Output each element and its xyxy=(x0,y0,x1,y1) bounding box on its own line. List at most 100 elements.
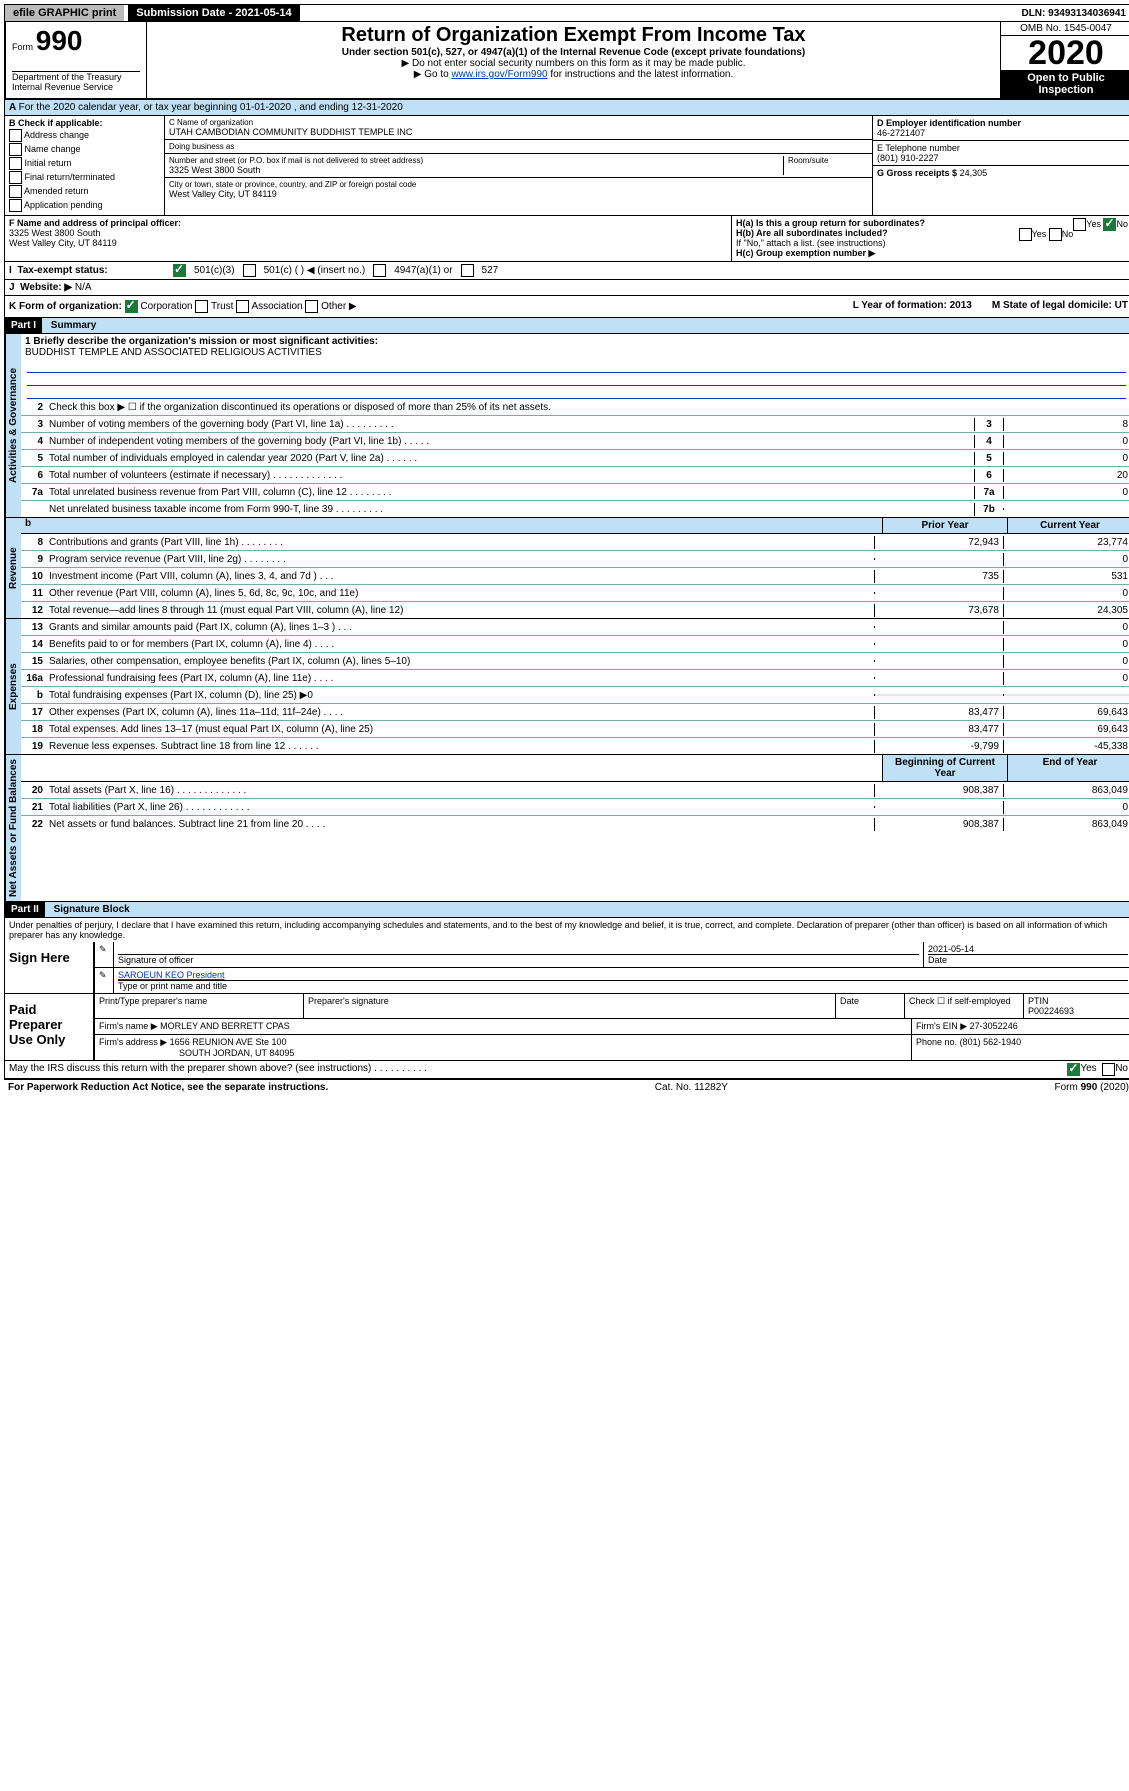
signature-block: Sign Here ✎ Signature of officer 2021-05… xyxy=(4,942,1129,1061)
self-employed-check[interactable]: Check ☐ if self-employed xyxy=(905,994,1024,1018)
line-2: Check this box ▶ ☐ if the organization d… xyxy=(47,401,1129,414)
open-to-public: Open to Public Inspection xyxy=(1001,70,1129,98)
sig-officer-label: Signature of officer xyxy=(118,954,919,965)
part-2-title: Signature Block xyxy=(48,902,136,917)
website-value: N/A xyxy=(75,282,92,293)
mission-text: BUDDHIST TEMPLE AND ASSOCIATED RELIGIOUS… xyxy=(25,347,322,358)
ha-no-check[interactable] xyxy=(1103,218,1116,231)
begin-year-header: Beginning of Current Year xyxy=(882,755,1007,781)
vert-revenue: Revenue xyxy=(5,518,21,618)
right-column: D Employer identification number 46-2721… xyxy=(872,116,1129,215)
vert-expenses: Expenses xyxy=(5,619,21,754)
officer-box: F Name and address of principal officer:… xyxy=(5,216,732,261)
website-row: J Website: ▶ N/A xyxy=(5,279,1129,295)
check-amended[interactable]: Amended return xyxy=(9,185,160,198)
sign-here-label: Sign Here xyxy=(5,942,95,993)
form-number-box: Form 990 Department of the Treasury Inte… xyxy=(6,22,147,98)
check-final-return[interactable]: Final return/terminated xyxy=(9,171,160,184)
perjury-statement: Under penalties of perjury, I declare th… xyxy=(4,918,1129,942)
hb-label: H(b) Are all subordinates included? xyxy=(736,228,888,238)
tax-year: 2020 xyxy=(1001,36,1129,70)
officer-addr1: 3325 West 3800 South xyxy=(9,228,727,238)
check-address-change[interactable]: Address change xyxy=(9,129,160,142)
form-label: Form xyxy=(12,42,33,52)
irs-link[interactable]: www.irs.gov/Form990 xyxy=(451,69,547,80)
submission-date-button[interactable]: Submission Date - 2021-05-14 xyxy=(128,5,299,21)
form-title: Return of Organization Exempt From Incom… xyxy=(153,24,994,47)
firm-ein: 27-3052246 xyxy=(970,1021,1018,1031)
header-note-1: ▶ Do not enter social security numbers o… xyxy=(153,58,994,69)
check-name-change[interactable]: Name change xyxy=(9,143,160,156)
ha-label: H(a) Is this a group return for subordin… xyxy=(736,218,925,228)
org-name: UTAH CAMBODIAN COMMUNITY BUDDHIST TEMPLE… xyxy=(169,127,868,137)
current-year-header: Current Year xyxy=(1007,518,1129,533)
prep-name-label: Print/Type preparer's name xyxy=(95,994,304,1018)
header-note-2: ▶ Go to www.irs.gov/Form990 for instruct… xyxy=(153,69,994,80)
org-name-label: C Name of organization xyxy=(169,118,868,127)
part-1-tag: Part I xyxy=(5,318,42,333)
top-bar: efile GRAPHIC print Submission Date - 20… xyxy=(4,4,1129,22)
check-b-label: B Check if applicable: xyxy=(9,118,160,128)
prep-sig-label: Preparer's signature xyxy=(304,994,836,1018)
sig-date-label: Date xyxy=(928,954,1128,965)
prep-date-label: Date xyxy=(836,994,905,1018)
room-label: Room/suite xyxy=(788,156,868,165)
form-ref: Form 990 (2020) xyxy=(1055,1082,1129,1093)
entity-section: A For the 2020 calendar year, or tax yea… xyxy=(4,100,1129,296)
pen-icon-2: ✎ xyxy=(99,970,107,980)
footer: For Paperwork Reduction Act Notice, see … xyxy=(4,1079,1129,1095)
k-corp-check[interactable] xyxy=(125,300,138,313)
officer-addr2: West Valley City, UT 84119 xyxy=(9,238,727,248)
paid-preparer-label: Paid Preparer Use Only xyxy=(5,994,95,1060)
firm-city: SOUTH JORDAN, UT 84095 xyxy=(99,1048,294,1058)
firm-name: MORLEY AND BERRETT CPAS xyxy=(160,1021,290,1031)
dba-label: Doing business as xyxy=(169,142,868,151)
firm-phone: (801) 562-1940 xyxy=(960,1037,1022,1047)
check-column: B Check if applicable: Address change Na… xyxy=(5,116,165,215)
firm-address: 1656 REUNION AVE Ste 100 xyxy=(170,1037,287,1047)
header-right: OMB No. 1545-0047 2020 Open to Public In… xyxy=(1000,22,1129,98)
city-label: City or town, state or province, country… xyxy=(169,180,868,189)
officer-label: F Name and address of principal officer: xyxy=(9,218,727,228)
sig-date-value: 2021-05-14 xyxy=(928,944,1128,954)
pen-icon: ✎ xyxy=(99,944,107,954)
phone-label: E Telephone number xyxy=(877,143,1128,153)
form-header: Form 990 Department of the Treasury Inte… xyxy=(4,22,1129,100)
discuss-row: May the IRS discuss this return with the… xyxy=(4,1061,1129,1079)
vert-net-assets: Net Assets or Fund Balances xyxy=(5,755,21,901)
vert-activities: Activities & Governance xyxy=(5,334,21,517)
k-row: K Form of organization: Corporation Trus… xyxy=(4,296,1129,318)
form-number: 990 xyxy=(36,25,83,56)
ein-label: D Employer identification number xyxy=(877,118,1128,128)
check-application-pending[interactable]: Application pending xyxy=(9,199,160,212)
ptin-value: P00224693 xyxy=(1028,1006,1074,1016)
phone-value: (801) 910-2227 xyxy=(877,153,1128,163)
tax-status-row: I Tax-exempt status: 501(c)(3) 501(c) ( … xyxy=(5,261,1129,279)
hc-label: H(c) Group exemption number ▶ xyxy=(736,248,1128,259)
mission-label: 1 Briefly describe the organization's mi… xyxy=(25,336,378,347)
efile-button[interactable]: efile GRAPHIC print xyxy=(5,5,124,21)
status-501c3-check[interactable] xyxy=(173,264,186,277)
header-center: Return of Organization Exempt From Incom… xyxy=(147,22,1000,98)
officer-name-link[interactable]: SAROEUN KEO President xyxy=(118,970,1128,980)
ein-value: 46-2721407 xyxy=(877,128,1128,138)
part-1-summary: Part I Summary Activities & Governance 1… xyxy=(4,318,1129,902)
m-state: M State of legal domicile: UT xyxy=(992,300,1128,313)
line-a: A For the 2020 calendar year, or tax yea… xyxy=(5,100,1129,115)
prior-year-header: Prior Year xyxy=(882,518,1007,533)
street-label: Number and street (or P.O. box if mail i… xyxy=(169,156,783,165)
dln-label: DLN: 93493134036941 xyxy=(1015,6,1129,21)
gross-value: 24,305 xyxy=(960,168,988,178)
type-name-label: Type or print name and title xyxy=(118,980,1128,991)
dept-label: Department of the Treasury Internal Reve… xyxy=(12,72,140,92)
part-2-tag: Part II xyxy=(5,902,45,917)
l-year: L Year of formation: 2013 xyxy=(853,300,972,313)
discuss-yes-check[interactable] xyxy=(1067,1063,1080,1076)
street-value: 3325 West 3800 South xyxy=(169,165,783,175)
city-value: West Valley City, UT 84119 xyxy=(169,189,868,199)
name-column: C Name of organization UTAH CAMBODIAN CO… xyxy=(165,116,872,215)
cat-number: Cat. No. 11282Y xyxy=(655,1082,728,1093)
check-initial-return[interactable]: Initial return xyxy=(9,157,160,170)
pra-notice: For Paperwork Reduction Act Notice, see … xyxy=(8,1082,328,1093)
form-subtitle: Under section 501(c), 527, or 4947(a)(1)… xyxy=(153,47,994,58)
